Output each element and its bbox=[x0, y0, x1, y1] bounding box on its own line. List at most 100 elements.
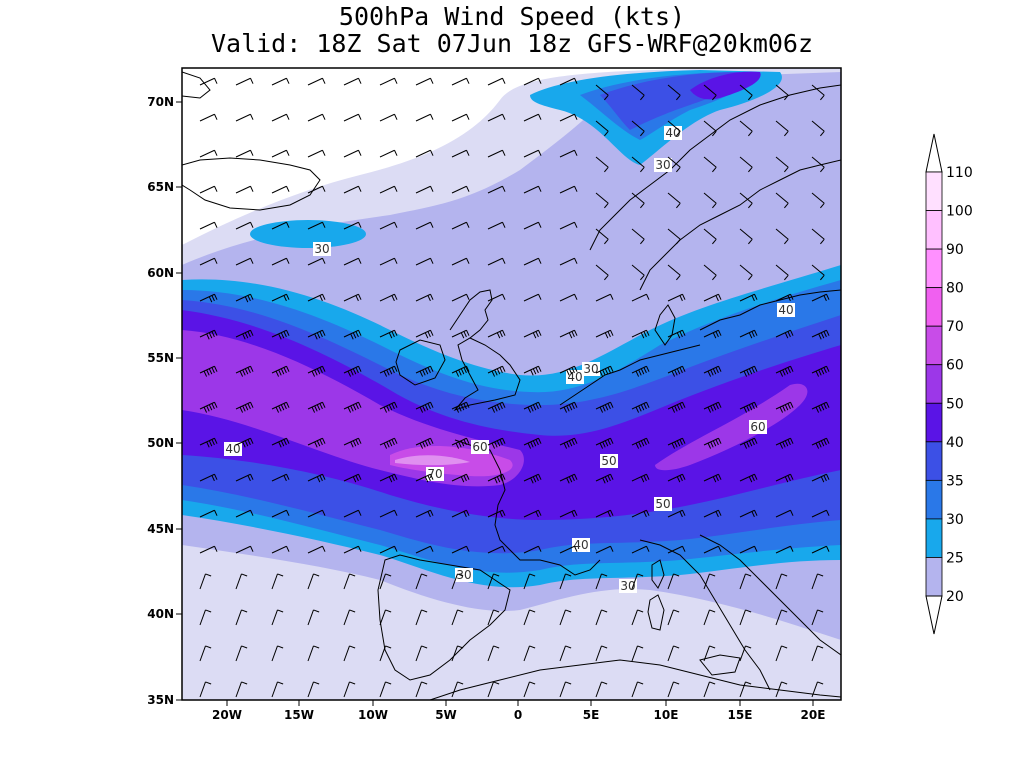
wind-barb bbox=[703, 509, 722, 518]
wind-barb bbox=[559, 293, 578, 302]
wind-barb bbox=[415, 221, 434, 230]
wind-barb bbox=[415, 509, 434, 518]
wind-barb bbox=[451, 329, 470, 339]
wind-barb bbox=[379, 609, 392, 626]
wind-barb bbox=[271, 257, 290, 266]
lon-tick-label: 0 bbox=[514, 708, 522, 722]
colorbar-swatch bbox=[925, 518, 943, 558]
greenland-coast bbox=[182, 71, 211, 99]
wind-barb bbox=[307, 77, 326, 86]
wind-barb bbox=[595, 293, 614, 302]
lon-tick-label: 20E bbox=[801, 708, 826, 722]
colorbar-swatch bbox=[925, 210, 943, 250]
wind-barb bbox=[415, 609, 428, 626]
wind-barb bbox=[739, 365, 758, 377]
lon-tick-label: 15W bbox=[284, 708, 314, 722]
wind-barb bbox=[487, 473, 506, 484]
wind-barb bbox=[307, 113, 326, 122]
contour-label: 30 bbox=[455, 568, 473, 582]
wind-barb bbox=[811, 120, 825, 137]
wind-barb bbox=[307, 681, 320, 698]
wind-barb bbox=[595, 573, 608, 590]
wind-barb bbox=[415, 645, 428, 662]
wind-barb bbox=[487, 293, 506, 302]
wind-barb bbox=[559, 149, 578, 158]
wind-barb bbox=[523, 545, 542, 554]
wind-barb bbox=[199, 681, 212, 698]
coastlines bbox=[182, 71, 841, 700]
wind-barb bbox=[811, 681, 824, 698]
wind-barb bbox=[667, 84, 681, 101]
wind-barb bbox=[235, 437, 254, 448]
wind-barb bbox=[595, 401, 614, 413]
italy-coast bbox=[639, 539, 771, 691]
svg-text:40: 40 bbox=[778, 303, 793, 317]
wind-barb bbox=[631, 329, 650, 339]
wind-barb bbox=[343, 257, 362, 266]
svg-text:40: 40 bbox=[567, 370, 582, 384]
wind-barb bbox=[343, 681, 356, 698]
wind-barb bbox=[487, 149, 506, 158]
wind-barb bbox=[703, 329, 722, 339]
wind-barb bbox=[379, 401, 398, 413]
wind-barb bbox=[379, 365, 398, 377]
sardinia-coast bbox=[647, 594, 665, 631]
wind-barb bbox=[739, 509, 758, 518]
colorbar-top-arrow bbox=[925, 133, 943, 173]
wind-barb bbox=[811, 365, 830, 377]
wind-barb bbox=[235, 221, 254, 230]
wind-barb bbox=[595, 84, 609, 101]
svg-text:30: 30 bbox=[314, 242, 329, 256]
wind-barb bbox=[487, 113, 506, 122]
wind-barb bbox=[271, 573, 284, 590]
wind-barb bbox=[523, 293, 542, 302]
lat-tick-label: 60N bbox=[147, 266, 174, 280]
wind-barb bbox=[703, 84, 717, 101]
wind-barb bbox=[307, 185, 326, 194]
wind-barb bbox=[775, 264, 789, 281]
wind-barb bbox=[235, 681, 248, 698]
wind-barb bbox=[415, 681, 428, 698]
colorbar-swatch bbox=[925, 364, 943, 404]
chart-title: 500hPa Wind Speed (kts) bbox=[338, 2, 686, 31]
wind-barb bbox=[703, 120, 717, 137]
wind-barb bbox=[595, 437, 614, 449]
lat-tick-label: 50N bbox=[147, 436, 174, 450]
wind-barb bbox=[271, 185, 290, 194]
wind-barb bbox=[199, 149, 218, 158]
wind-barb bbox=[811, 264, 825, 281]
wind-barb bbox=[271, 609, 284, 626]
contour-label: 40 bbox=[777, 303, 795, 317]
colorbar-swatch bbox=[925, 479, 943, 520]
wind-barb bbox=[631, 609, 644, 626]
wind-barb bbox=[523, 645, 536, 662]
iceland-coast bbox=[182, 157, 321, 211]
wind-barb bbox=[487, 221, 506, 230]
wind-barb bbox=[307, 573, 320, 590]
contour-label: 60 bbox=[749, 420, 767, 434]
wind-barb bbox=[379, 149, 398, 158]
wind-barb bbox=[235, 77, 254, 86]
wind-barb bbox=[631, 156, 645, 173]
wind-barb bbox=[667, 401, 686, 413]
wind-barb bbox=[703, 437, 722, 449]
svg-text:60: 60 bbox=[750, 420, 765, 434]
wind-barb bbox=[451, 509, 470, 518]
wind-barb bbox=[451, 77, 470, 86]
wind-barb bbox=[343, 437, 362, 448]
wind-barb bbox=[199, 365, 218, 377]
chart-subtitle: Valid: 18Z Sat 07Jun 18z GFS-WRF@20km06z bbox=[210, 29, 814, 58]
wind-barb bbox=[451, 113, 470, 122]
wind-barb bbox=[667, 545, 686, 554]
wind-barb bbox=[667, 120, 681, 137]
wind-barb bbox=[775, 120, 789, 137]
wind-barb bbox=[199, 509, 218, 518]
wind-barb bbox=[523, 681, 536, 698]
iberia-coast bbox=[377, 554, 511, 681]
wind-barb bbox=[199, 545, 218, 554]
colorbar-bottom-arrow bbox=[925, 595, 943, 635]
wind-barb bbox=[379, 437, 398, 449]
wind-barb bbox=[379, 681, 392, 698]
wind-barb bbox=[343, 365, 362, 377]
contour-label: 30 bbox=[619, 579, 637, 593]
